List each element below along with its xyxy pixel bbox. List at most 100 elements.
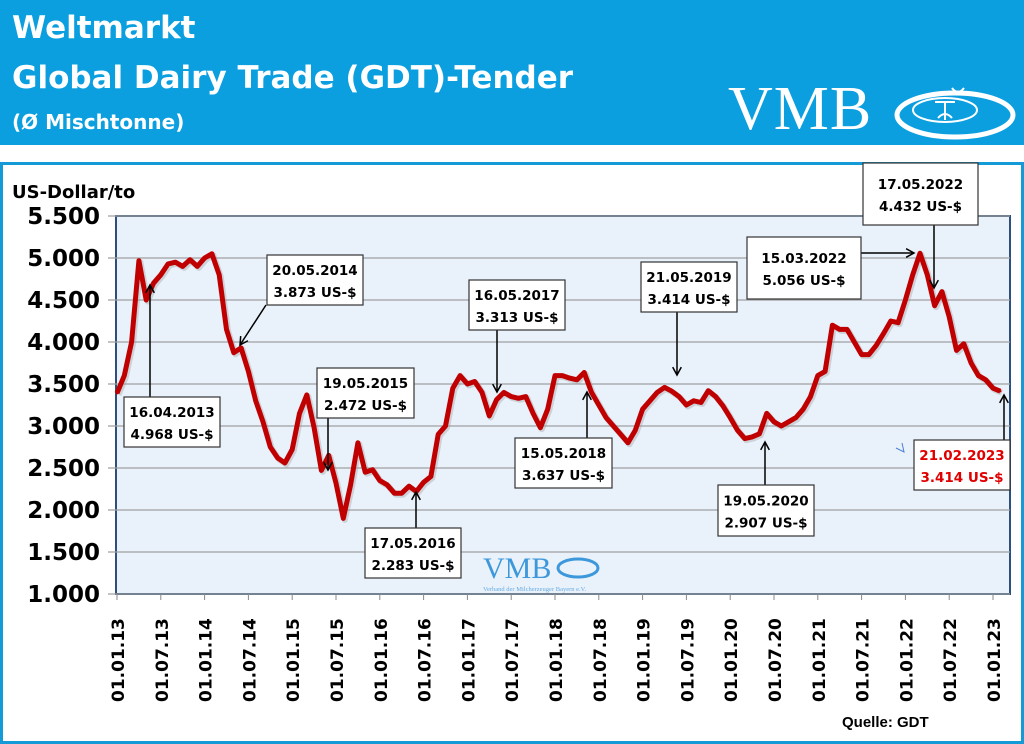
data-point (772, 420, 776, 423)
arrowhead-icon (145, 283, 155, 294)
data-point (845, 328, 849, 331)
arrowhead-icon (672, 366, 682, 377)
data-point (539, 426, 542, 429)
annotation-callout: 21.05.2019 3.414 US-$ (640, 261, 738, 377)
data-point (130, 340, 133, 344)
data-point (692, 399, 695, 402)
data-point (254, 399, 257, 402)
data-point (626, 441, 630, 444)
data-point (232, 351, 235, 354)
arrowhead-icon (582, 390, 592, 401)
arrowhead-icon (492, 383, 502, 394)
x-tick-label: 01.01.17 (459, 618, 479, 702)
arrowhead-icon (929, 279, 939, 290)
data-point (473, 380, 476, 383)
data-point (663, 386, 666, 389)
data-point (123, 374, 126, 377)
data-point (145, 298, 148, 302)
data-point (546, 408, 549, 411)
data-point (677, 395, 681, 398)
y-tick-label: 3.500 (27, 372, 100, 398)
annotation-callout: 16.05.2017 3.313 US-$ (468, 279, 566, 394)
annotation-box (640, 261, 738, 313)
x-tick-label: 01.01.15 (284, 618, 304, 702)
data-point (225, 328, 228, 331)
y-tick-label: 1.000 (27, 582, 100, 608)
annotation-value: 3.873 US-$ (273, 285, 356, 301)
arrowhead-icon (999, 393, 1009, 404)
data-point (699, 401, 703, 404)
annotation-date: 21.05.2019 (646, 270, 731, 286)
annotation-value: 2.907 US-$ (724, 516, 807, 532)
data-point (553, 374, 557, 377)
annotation-value: 3.414 US-$ (920, 470, 1003, 486)
annotation-value: 2.472 US-$ (324, 398, 407, 414)
x-tick-label: 01.01.19 (635, 618, 655, 702)
data-point (911, 273, 914, 276)
watermark-logo: VMB (483, 552, 551, 585)
data-point (320, 469, 323, 472)
data-point (765, 412, 768, 415)
data-point (437, 433, 440, 436)
annotation-value: 5.056 US-$ (762, 273, 845, 289)
data-point (991, 387, 995, 390)
data-point (904, 298, 907, 302)
data-point (356, 441, 360, 444)
y-tick-label: 4.000 (27, 330, 100, 356)
data-point (619, 433, 622, 436)
arrowhead-icon (411, 490, 421, 501)
data-point (780, 424, 783, 428)
data-point (670, 390, 673, 393)
annotation-box (913, 439, 1011, 491)
data-point (283, 461, 287, 465)
data-point (181, 265, 184, 268)
annotation-callout: 19.05.2020 2.907 US-$ (717, 440, 815, 537)
annotation-value: 4.968 US-$ (130, 427, 213, 443)
annotation-date: 15.05.2018 (521, 446, 606, 462)
annotation-date: 21.02.2023 (919, 448, 1004, 464)
data-point (524, 395, 527, 398)
data-point (166, 262, 170, 266)
data-point (612, 424, 615, 428)
data-point (896, 321, 900, 324)
annotation-box (468, 279, 566, 331)
data-point (948, 315, 951, 318)
data-point (152, 282, 155, 285)
data-point (480, 391, 484, 394)
data-point (641, 408, 644, 411)
data-point (816, 374, 819, 377)
data-point (787, 420, 790, 423)
data-point (743, 437, 746, 440)
arrowhead-icon (239, 335, 249, 347)
x-tick-label: 01.07.21 (854, 618, 874, 702)
data-point (137, 259, 141, 262)
data-point (794, 416, 798, 419)
data-point (210, 252, 214, 255)
annotation-value: 4.432 US-$ (879, 199, 962, 215)
arrowhead-icon (905, 248, 916, 258)
vmb-logo-text: VMB (728, 75, 873, 143)
x-tick-label: 01.07.18 (591, 618, 611, 702)
annotation-date: 16.05.2017 (474, 288, 559, 304)
data-point (334, 481, 338, 485)
data-point (597, 403, 600, 407)
data-point (218, 273, 221, 276)
data-point (422, 481, 425, 484)
source-note: Quelle: GDT (842, 714, 929, 731)
x-tick-label: 01.07.17 (503, 618, 523, 702)
data-point (940, 290, 944, 293)
data-point (583, 371, 586, 374)
annotation-date: 16.04.2013 (129, 405, 214, 421)
annotation-arrow (239, 304, 267, 346)
annotation-box (316, 367, 415, 419)
data-point (239, 346, 243, 350)
x-tick-label: 01.07.19 (678, 618, 698, 702)
vmb-swirl-icon (894, 87, 1016, 140)
data-point (400, 492, 403, 495)
plot-area (115, 215, 1011, 595)
data-point (510, 395, 513, 398)
data-point (364, 471, 367, 474)
data-point (203, 256, 206, 260)
